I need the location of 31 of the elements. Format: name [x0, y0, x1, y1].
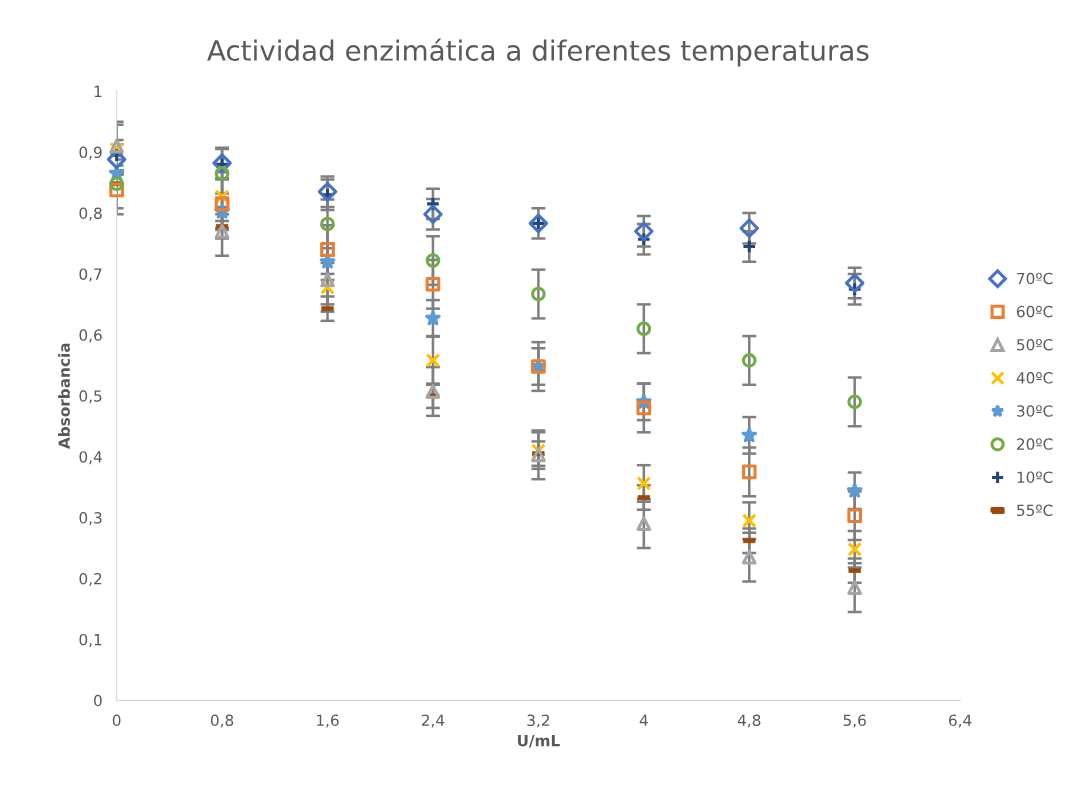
- legend-label: 50ºC: [1017, 338, 1053, 351]
- x-tick-label: 4,8: [737, 714, 761, 728]
- y-tick-label: 0,8: [79, 207, 102, 221]
- legend-label: 10ºC: [1017, 471, 1053, 483]
- x-tick-label: 4: [639, 714, 648, 726]
- legend-label: 30ºC: [1017, 405, 1053, 417]
- x-tick-label: 0: [112, 714, 121, 727]
- x-tick-label: 3,2: [527, 714, 549, 728]
- x-tick-label: 2,4: [421, 714, 445, 728]
- y-tick-label: 0,7: [79, 268, 102, 282]
- y-tick-label: 0,5: [79, 390, 102, 404]
- legend-label: 40ºC: [1016, 372, 1053, 384]
- y-tick-label: 0,1: [79, 633, 102, 647]
- x-tick-label: 6,4: [949, 714, 972, 728]
- legend-label: 60ºC: [1016, 305, 1053, 318]
- y-axis-title: Absorbancia: [58, 343, 70, 449]
- chart-title: Actividad enzimática a diferentes temperaturas: [207, 38, 869, 67]
- legend-label: 70ºC: [1017, 272, 1053, 285]
- legend-label: 55ºC: [1017, 504, 1053, 517]
- y-tick-label: 0,2: [79, 572, 102, 587]
- y-tick-label: 0,6: [79, 329, 102, 343]
- legend-label: 20ºC: [1017, 438, 1053, 450]
- y-tick-label: 0,3: [79, 512, 102, 526]
- x-tick-label: 1,6: [317, 714, 339, 728]
- y-tick-label: 0: [94, 694, 102, 707]
- x-tick-label: 5,6: [843, 714, 866, 728]
- y-tick-label: 0,9: [79, 146, 102, 160]
- x-tick-label: 0,8: [210, 714, 234, 728]
- x-axis-title: U/mL: [517, 735, 560, 748]
- y-tick-label: 0,4: [79, 451, 102, 465]
- y-tick-label: 1: [94, 85, 102, 97]
